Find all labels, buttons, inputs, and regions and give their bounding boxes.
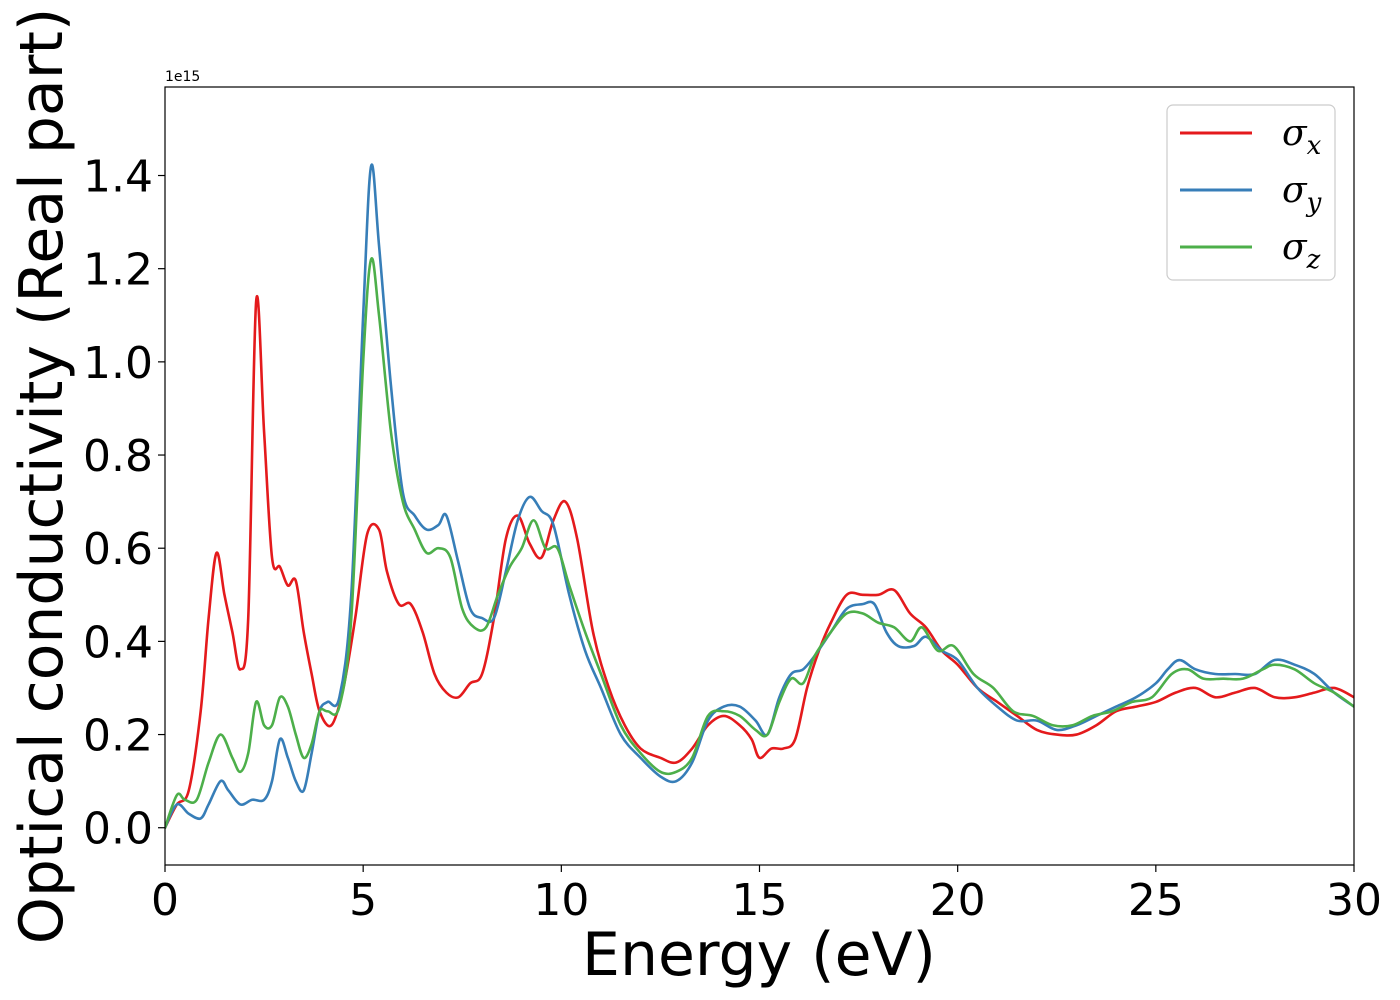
x-axis-label: Energy (eV)	[582, 920, 936, 990]
y-tick-label: 0.8	[83, 431, 153, 482]
y-tick-label: 0.6	[83, 524, 153, 575]
x-tick-label: 30	[1326, 875, 1382, 926]
y-tick-label: 1.0	[83, 338, 153, 389]
x-tick-label: 5	[349, 875, 377, 926]
x-tick-label: 15	[732, 875, 788, 926]
x-tick-label: 10	[533, 875, 589, 926]
legend-label-z: σz	[1282, 227, 1321, 275]
x-tick-label: 25	[1128, 875, 1184, 926]
series-line-x	[165, 295, 1354, 830]
y-axis-label: Optical conductivity (Real part)	[7, 8, 77, 945]
legend: σx σy σz	[1166, 104, 1336, 281]
series-layer	[165, 163, 1354, 830]
x-tick-label: 0	[151, 875, 179, 926]
y-tick-label: 0.0	[83, 804, 153, 855]
legend-frame	[1166, 104, 1336, 281]
series-line-z	[165, 256, 1354, 830]
x-tick-label: 20	[930, 875, 986, 926]
series-line-y	[165, 163, 1354, 830]
y-tick-label: 1.2	[83, 245, 153, 296]
legend-label-y: σy	[1282, 170, 1322, 218]
legend-label-x: σx	[1282, 113, 1322, 161]
y-axis: 0.0 0.2 0.4 0.6 0.8 1.0 1.2 1.4	[83, 152, 165, 855]
y-tick-label: 1.4	[83, 152, 153, 203]
y-tick-label: 0.4	[83, 617, 153, 668]
x-axis: 0 5 10 15 20 25 30	[151, 865, 1382, 926]
y-offset-label: 1e15	[165, 69, 200, 85]
y-tick-label: 0.2	[83, 711, 153, 762]
